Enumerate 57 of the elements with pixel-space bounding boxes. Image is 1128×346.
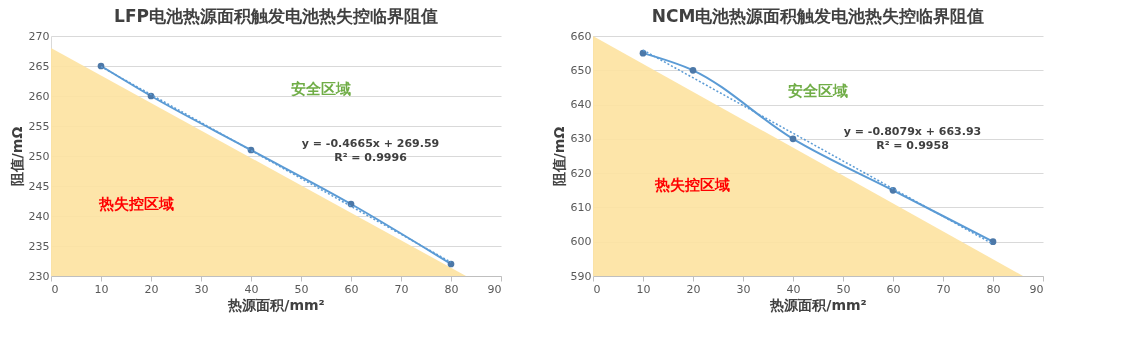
y-tick-label: 650 xyxy=(570,63,592,77)
y-axis-title: 阻值/mΩ xyxy=(8,126,25,187)
point xyxy=(689,66,697,74)
y-tick-label: 620 xyxy=(570,166,592,180)
x-tick-label: 20 xyxy=(686,282,701,296)
y-tick-label: 240 xyxy=(28,209,50,223)
x-tick-label: 0 xyxy=(51,282,59,296)
annotation: R² = 0.9996 xyxy=(334,151,408,165)
y-tick-label: 270 xyxy=(28,29,50,43)
x-tick-label: 80 xyxy=(444,282,459,296)
y-tick-label: 610 xyxy=(570,200,592,214)
y-tick-label: 660 xyxy=(570,29,592,43)
annotation: 热失控区域 xyxy=(653,175,730,194)
y-tick-label: 235 xyxy=(28,239,50,253)
x-axis-title: 热源面积/mm² xyxy=(227,296,325,313)
point xyxy=(989,238,997,246)
annotation: 热失控区域 xyxy=(98,195,174,213)
annotation: R² = 0.9958 xyxy=(876,139,949,153)
annotation: y = -0.4665x + 269.59 xyxy=(301,137,440,150)
x-tick-label: 10 xyxy=(636,282,651,296)
x-tick-label: 10 xyxy=(94,282,109,296)
x-tick-label: 80 xyxy=(986,282,1001,296)
x-tick-label: 70 xyxy=(936,282,951,296)
y-tick-label: 600 xyxy=(570,235,592,249)
y-tick-label: 630 xyxy=(570,132,592,146)
x-tick-label: 90 xyxy=(487,282,502,296)
x-tick-label: 40 xyxy=(786,282,801,296)
point xyxy=(639,49,647,57)
y-axis-title: 阻值/mΩ xyxy=(550,126,567,187)
y-tick-label: 245 xyxy=(28,179,50,193)
point xyxy=(447,260,455,268)
x-tick-label: 30 xyxy=(194,282,209,296)
point xyxy=(789,135,797,143)
x-tick-label: 60 xyxy=(886,282,901,296)
y-tick-label: 260 xyxy=(28,89,50,103)
x-tick-label: 60 xyxy=(344,282,359,296)
x-tick-label: 90 xyxy=(1029,282,1044,296)
chart-title: NCM电池热源面积触发电池热失控临界阻值 xyxy=(651,6,985,26)
y-tick-label: 640 xyxy=(570,98,592,112)
x-tick-label: 70 xyxy=(394,282,409,296)
x-tick-label: 40 xyxy=(244,282,259,296)
y-tick-label: 255 xyxy=(28,119,50,133)
annotation: 安全区域 xyxy=(788,82,848,101)
chart-title: LFP电池热源面积触发电池热失控临界阻值 xyxy=(114,6,438,26)
x-tick-label: 50 xyxy=(294,282,309,296)
point xyxy=(347,200,355,208)
y-tick-label: 265 xyxy=(28,59,50,73)
x-axis-title: 热源面积/mm² xyxy=(769,296,867,313)
x-tick-label: 30 xyxy=(736,282,751,296)
annotation: 安全区域 xyxy=(291,79,351,98)
annotation: y = -0.8079x + 663.93 xyxy=(843,125,982,138)
x-tick-label: 0 xyxy=(593,282,601,296)
y-tick-label: 250 xyxy=(28,149,50,163)
y-tick-label: 590 xyxy=(570,269,592,283)
x-tick-label: 20 xyxy=(144,282,159,296)
x-tick-label: 50 xyxy=(836,282,851,296)
y-tick-label: 230 xyxy=(28,269,50,283)
